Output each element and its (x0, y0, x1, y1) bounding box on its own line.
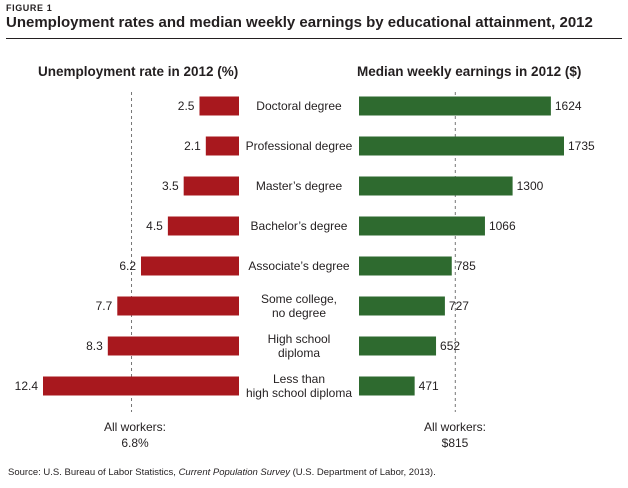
unemployment-value-label: 7.7 (96, 299, 113, 313)
category-label: Doctoral degree (256, 99, 342, 113)
category-label-line: diploma (278, 346, 320, 360)
unemployment-value-label: 12.4 (15, 379, 39, 393)
category-label-line: High school (268, 332, 331, 346)
source-italic: Current Population Survey (178, 467, 290, 478)
earnings-reference-label: All workers: $815 (400, 419, 510, 451)
earnings-reference-label-line2: $815 (441, 436, 469, 450)
category-label-line: Bachelor’s degree (251, 219, 348, 233)
earnings-value-label: 785 (456, 259, 476, 273)
unemployment-bar (199, 96, 239, 116)
figure-label: FIGURE 1 (6, 3, 53, 13)
earnings-value-label: 471 (419, 379, 439, 393)
unemployment-reference-label: All workers: 6.8% (80, 419, 190, 451)
unemployment-bar (117, 296, 239, 316)
source-note: Source: U.S. Bureau of Labor Statistics,… (8, 467, 436, 478)
earnings-bar (359, 296, 445, 316)
unemployment-bar (141, 256, 239, 276)
unemployment-value-label: 3.5 (162, 179, 179, 193)
unemployment-panel-title: Unemployment rate in 2012 (%) (38, 64, 239, 79)
unemployment-value-label: 4.5 (146, 219, 163, 233)
unemployment-value-label: 8.3 (86, 339, 103, 353)
category-label: Master’s degree (256, 179, 343, 193)
category-label: Professional degree (246, 139, 353, 153)
unemployment-bar (205, 136, 239, 156)
earnings-value-label: 1624 (555, 99, 582, 113)
earnings-value-label: 1300 (517, 179, 544, 193)
category-label: Some college, no degree (261, 292, 337, 320)
category-label-line: Some college, (261, 292, 337, 306)
earnings-value-label: 652 (440, 339, 460, 353)
earnings-bar (359, 136, 564, 156)
category-label-line: Less than (273, 372, 325, 386)
source-prefix: Source: U.S. Bureau of Labor Statistics, (8, 467, 179, 478)
category-label: Associate’s degree (248, 259, 350, 273)
category-label: Less than high school diploma (246, 372, 352, 400)
earnings-bar (359, 96, 551, 116)
unemployment-value-label: 2.1 (184, 139, 201, 153)
earnings-bar (359, 376, 415, 396)
category-label-line: Associate’s degree (248, 259, 350, 273)
unemployment-reference-label-line1: All workers: (103, 420, 166, 434)
source-suffix: (U.S. Department of Labor, 2013). (289, 467, 436, 478)
category-label-line: no degree (272, 306, 326, 320)
earnings-value-label: 1066 (489, 219, 516, 233)
unemployment-bar (43, 376, 239, 396)
earnings-bar (359, 256, 452, 276)
earnings-bar (359, 176, 513, 196)
earnings-reference-label-line1: All workers: (423, 420, 486, 434)
category-label: Bachelor’s degree (251, 219, 348, 233)
category-label-line: high school diploma (246, 386, 352, 400)
category-label-line: Professional degree (246, 139, 353, 153)
category-label: High school diploma (268, 332, 331, 360)
unemployment-bar (183, 176, 239, 196)
category-label-line: Master’s degree (256, 179, 343, 193)
earnings-panel-title: Median weekly earnings in 2012 ($) (357, 64, 582, 79)
category-label-line: Doctoral degree (256, 99, 342, 113)
unemployment-bar (167, 216, 239, 236)
figure-title: Unemployment rates and median weekly ear… (6, 14, 593, 31)
earnings-value-label: 727 (449, 299, 469, 313)
earnings-value-label: 1735 (568, 139, 595, 153)
unemployment-value-label: 2.5 (178, 99, 195, 113)
unemployment-bar (107, 336, 239, 356)
unemployment-value-label: 6.2 (119, 259, 136, 273)
unemployment-reference-label-line2: 6.8% (121, 436, 149, 450)
earnings-bar (359, 216, 485, 236)
title-rule (6, 38, 622, 39)
earnings-bar (359, 336, 437, 356)
